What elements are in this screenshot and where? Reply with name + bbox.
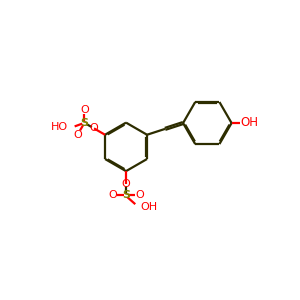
Text: HO: HO — [51, 122, 68, 132]
Text: O: O — [80, 105, 89, 115]
Text: O: O — [73, 130, 82, 140]
Text: S: S — [122, 190, 130, 200]
Text: O: O — [90, 123, 98, 134]
Text: O: O — [135, 190, 144, 200]
Text: S: S — [80, 118, 88, 128]
Text: OH: OH — [241, 116, 259, 129]
Text: OH: OH — [140, 202, 157, 212]
Text: O: O — [108, 190, 117, 200]
Text: O: O — [122, 179, 130, 189]
